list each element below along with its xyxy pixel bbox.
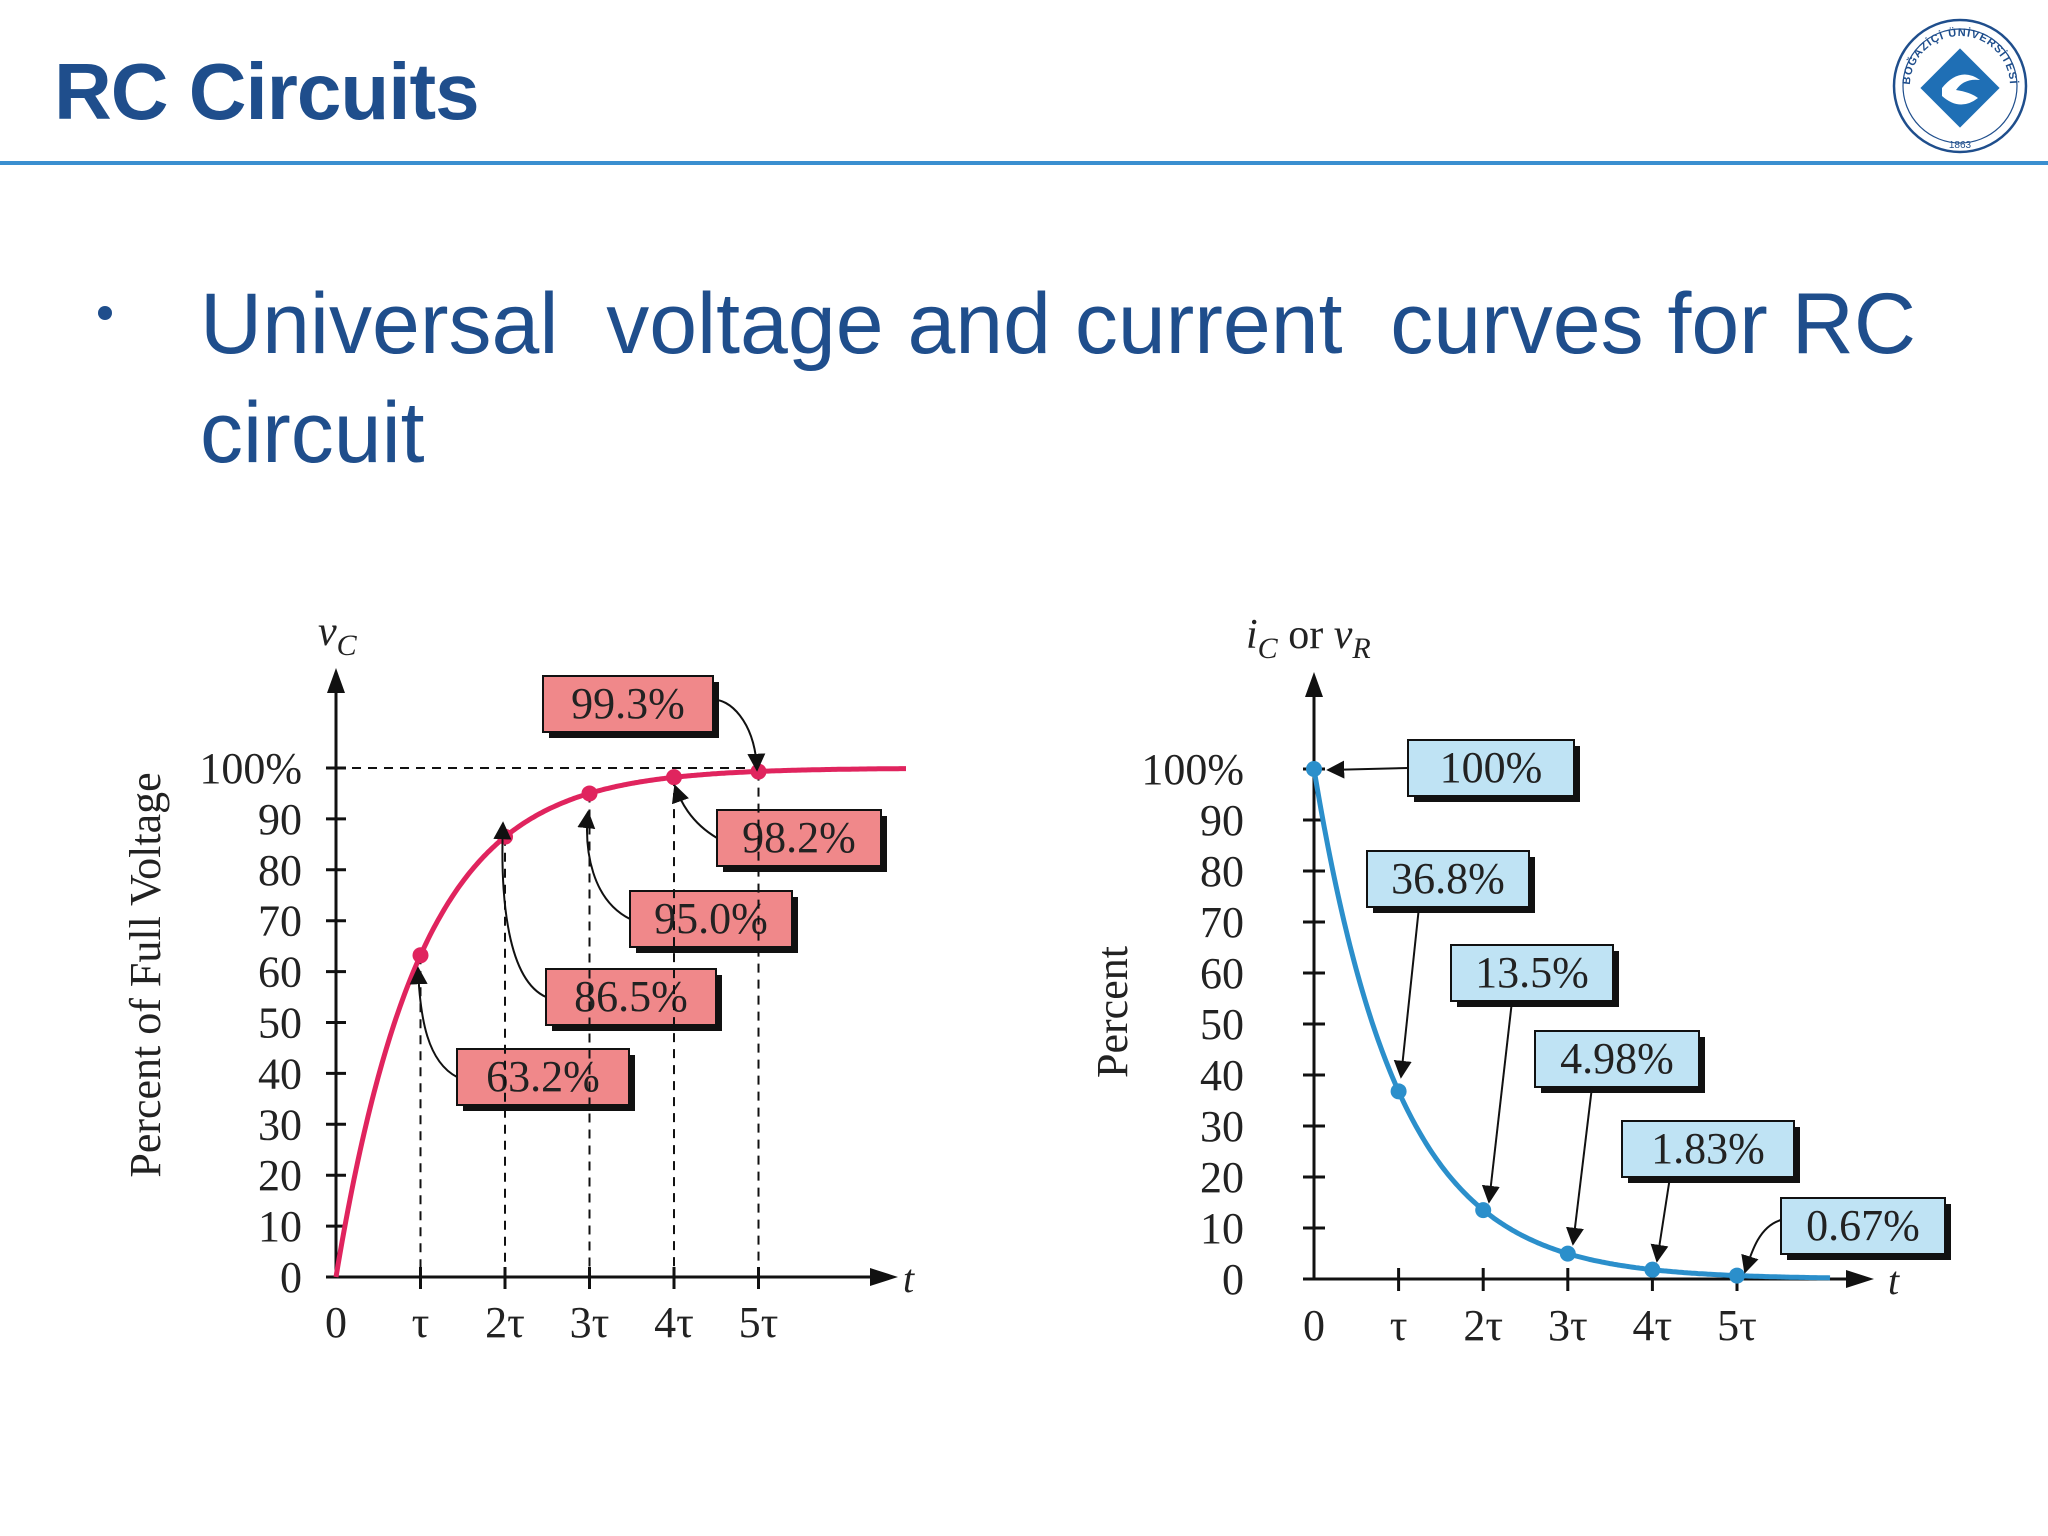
callout-arrow: [1481, 1000, 1513, 1204]
discharge-current-chart: t iC or vR Percent 010203040506070809010…: [1088, 612, 1951, 1350]
x-tick-label: 5τ: [1717, 1301, 1757, 1350]
y-tick-label: 10: [258, 1202, 302, 1251]
y-axis-variable: iC or vR: [1246, 612, 1371, 665]
y-tick-label: 90: [258, 795, 302, 844]
data-point: [1644, 1261, 1661, 1278]
y-tick-label: 70: [258, 897, 302, 946]
bullet-text: Universal voltage and current curves for…: [200, 276, 1940, 481]
y-tick-label: 20: [258, 1151, 302, 1200]
x-tick-label: 3τ: [1548, 1301, 1588, 1350]
data-point: [1729, 1267, 1745, 1284]
data-label: 36.8%: [1391, 854, 1505, 903]
y-tick-label: 100%: [1141, 745, 1244, 794]
logo-year: 1863: [1949, 140, 1972, 151]
callout-arrow: [409, 966, 458, 1078]
data-point: [1475, 1202, 1492, 1219]
y-axis-label: Percent of Full Voltage: [121, 772, 170, 1177]
x-tick-label: 3τ: [570, 1298, 610, 1347]
data-label-box: [545, 968, 717, 1026]
bullet-marker: [98, 306, 112, 320]
x-tick-label: τ: [1390, 1301, 1408, 1350]
callout-arrow: [1650, 1176, 1671, 1263]
data-label-box: [629, 890, 793, 948]
x-tick-label: 2τ: [485, 1298, 525, 1347]
data-label-box: [1621, 1120, 1795, 1178]
y-tick-label: 90: [1200, 796, 1244, 845]
y-tick-label: 50: [258, 999, 302, 1048]
data-point: [666, 769, 682, 786]
data-label-box: [1534, 1030, 1700, 1088]
data-label: 63.2%: [486, 1052, 600, 1101]
x-tick-label: τ: [412, 1298, 430, 1347]
y-tick-label: 30: [1200, 1102, 1244, 1151]
x-axis-label: t: [903, 1256, 915, 1301]
x-tick-label: 4τ: [1633, 1301, 1673, 1350]
university-logo-icon: BOĞAZİÇİ ÜNİVERSİTESİ 1863: [1892, 18, 2028, 154]
data-label: 95.0%: [654, 894, 768, 943]
callout-arrow: [671, 784, 718, 839]
data-label: 86.5%: [574, 972, 688, 1021]
data-label-box: [716, 809, 882, 867]
slide-title: RC Circuits: [54, 47, 480, 136]
callout-arrow: [493, 821, 547, 998]
y-tick-label: 0: [1222, 1255, 1244, 1304]
x-axis-label: t: [1888, 1258, 1900, 1303]
data-point: [750, 763, 767, 780]
y-tick-label: 30: [258, 1100, 302, 1149]
data-label-box: [1366, 850, 1530, 908]
y-tick-label: 0: [280, 1253, 302, 1302]
y-tick-label: 40: [1200, 1051, 1244, 1100]
title-divider: [0, 161, 2048, 165]
y-tick-label: 10: [1200, 1204, 1244, 1253]
y-axis-arrow-icon: [327, 668, 345, 693]
data-label-box: [1407, 739, 1575, 797]
data-label-box: [1450, 944, 1614, 1002]
y-axis-label: Percent: [1088, 946, 1137, 1078]
data-point: [497, 828, 513, 845]
x-axis-arrow-icon: [870, 1268, 898, 1286]
callout-arrow: [1393, 906, 1420, 1079]
x-tick-label: 0: [1303, 1301, 1325, 1350]
data-point: [1559, 1245, 1576, 1262]
x-tick-label: 4τ: [654, 1298, 694, 1347]
y-tick-label: 70: [1200, 898, 1244, 947]
data-label: 100%: [1440, 743, 1543, 792]
y-tick-label: 80: [258, 846, 302, 895]
y-tick-label: 40: [258, 1049, 302, 1098]
data-point: [412, 947, 429, 964]
data-label-box: [542, 675, 714, 733]
callout-arrow: [577, 810, 631, 920]
y-tick-label: 100%: [199, 744, 302, 793]
y-tick-label: 60: [258, 948, 302, 997]
x-tick-label: 0: [325, 1298, 347, 1347]
callout-arrow: [1741, 1219, 1782, 1274]
data-label: 13.5%: [1475, 948, 1589, 997]
y-tick-label: 60: [1200, 949, 1244, 998]
y-axis-arrow-icon: [1305, 672, 1323, 697]
x-tick-label: 5τ: [739, 1298, 779, 1347]
callout-arrow: [1566, 1086, 1593, 1246]
callout-arrow: [1326, 760, 1409, 779]
data-label-box: [1780, 1197, 1946, 1255]
data-label: 1.83%: [1651, 1124, 1765, 1173]
data-label: 4.98%: [1560, 1034, 1674, 1083]
discharge-curve: [1311, 768, 1831, 1281]
x-tick-label: 2τ: [1463, 1301, 1503, 1350]
data-label: 98.2%: [742, 813, 856, 862]
data-label-box: [456, 1048, 630, 1106]
data-point: [581, 785, 598, 802]
charge-curve: [333, 766, 906, 1278]
callout-arrow: [712, 698, 766, 772]
y-axis-variable: vC: [318, 609, 358, 662]
data-label: 99.3%: [571, 679, 685, 728]
data-point: [1390, 1083, 1407, 1100]
charging-voltage-chart: t vC Percent of Full Voltage 01020304050…: [121, 609, 915, 1347]
data-label: 0.67%: [1806, 1201, 1920, 1250]
y-tick-label: 80: [1200, 847, 1244, 896]
x-axis-arrow-icon: [1846, 1270, 1874, 1288]
y-tick-label: 50: [1200, 1000, 1244, 1049]
data-point: [1306, 761, 1322, 777]
y-tick-label: 20: [1200, 1153, 1244, 1202]
